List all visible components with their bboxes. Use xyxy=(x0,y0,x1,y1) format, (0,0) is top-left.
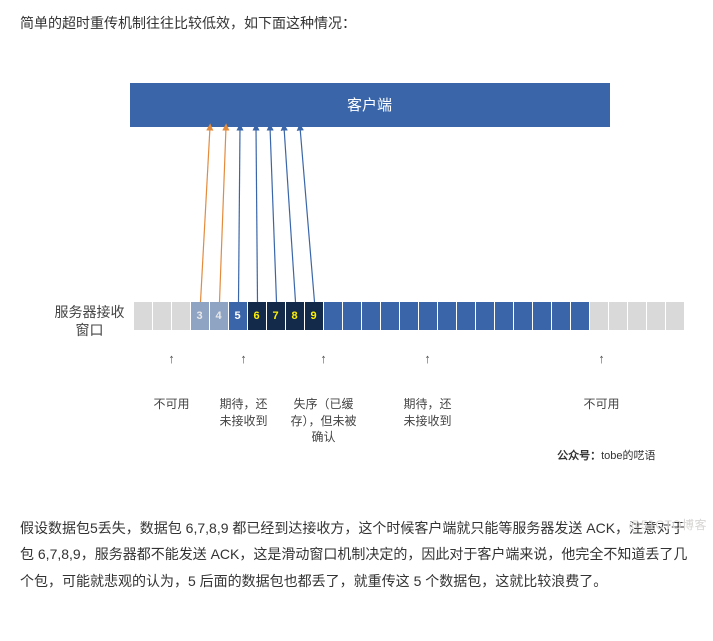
tcp-window-diagram: 客户端 服务器接收 窗口 3456789 ↑不可用↑期待，还未接收到↑失序（已缓… xyxy=(22,55,692,495)
client-box: 客户端 xyxy=(130,83,610,127)
annotation: ↑ 期待，还未接收到 xyxy=(208,350,280,430)
annotation-line: 不可用 xyxy=(142,396,202,413)
credit-name: tobe的呓语 xyxy=(601,450,655,462)
window-cell: 6 xyxy=(248,302,267,330)
arrow-up-icon: ↑ xyxy=(282,350,366,368)
credit-prefix: 公众号： xyxy=(557,450,601,462)
window-cell xyxy=(438,302,457,330)
window-cell xyxy=(552,302,571,330)
window-cells: 3456789 xyxy=(134,302,685,330)
window-cell: 9 xyxy=(305,302,324,330)
window-cell xyxy=(609,302,628,330)
window-cell xyxy=(514,302,533,330)
window-cell xyxy=(628,302,647,330)
window-cell xyxy=(571,302,590,330)
window-cell: 5 xyxy=(229,302,248,330)
window-cell xyxy=(134,302,153,330)
annotation-line: 未接收到 xyxy=(392,413,464,430)
window-cell: 3 xyxy=(191,302,210,330)
arrow-up-icon: ↑ xyxy=(208,350,280,368)
window-cell xyxy=(343,302,362,330)
window-cell xyxy=(533,302,552,330)
credit-line: 公众号：tobe的呓语 xyxy=(557,447,655,463)
annotation-line: 期待，还 xyxy=(392,396,464,413)
arrow-up-icon: ↑ xyxy=(572,350,632,368)
annotation-line: 未接收到 xyxy=(208,413,280,430)
window-cell xyxy=(457,302,476,330)
window-cell xyxy=(495,302,514,330)
window-cell xyxy=(324,302,343,330)
window-cell xyxy=(172,302,191,330)
window-cell: 4 xyxy=(210,302,229,330)
window-cell: 8 xyxy=(286,302,305,330)
window-cell xyxy=(647,302,666,330)
client-label: 客户端 xyxy=(347,94,392,115)
window-cell xyxy=(419,302,438,330)
server-label-line1: 服务器接收 xyxy=(46,303,134,321)
annotation: ↑ 不可用 xyxy=(572,350,632,413)
annotation-line: 不可用 xyxy=(572,396,632,413)
annotation-line: 期待，还 xyxy=(208,396,280,413)
intro-paragraph: 简单的超时重传机制往往比较低效，如下面这种情况： xyxy=(20,10,693,37)
window-cell xyxy=(400,302,419,330)
window-cell xyxy=(381,302,400,330)
annotation-line: 存），但未被 xyxy=(282,413,366,430)
arrow-up-icon: ↑ xyxy=(392,350,464,368)
server-window-label: 服务器接收 窗口 xyxy=(46,303,134,339)
annotation: ↑ 不可用 xyxy=(142,350,202,413)
watermark: @51CTO博客 xyxy=(628,516,707,533)
annotation-line: 失序（已缓 xyxy=(282,396,366,413)
window-cell xyxy=(590,302,609,330)
outro-paragraph: 假设数据包5丢失，数据包 6,7,8,9 都已经到达接收方，这个时候客户端就只能… xyxy=(20,515,693,595)
window-cell: 7 xyxy=(267,302,286,330)
annotation-line: 确认 xyxy=(282,429,366,446)
annotation: ↑ 失序（已缓存），但未被确认 xyxy=(282,350,366,447)
annotation: ↑ 期待，还未接收到 xyxy=(392,350,464,430)
window-cell xyxy=(153,302,172,330)
window-cell xyxy=(666,302,685,330)
arrow-up-icon: ↑ xyxy=(142,350,202,368)
window-cell xyxy=(362,302,381,330)
window-cell xyxy=(476,302,495,330)
server-label-line2: 窗口 xyxy=(46,321,134,339)
